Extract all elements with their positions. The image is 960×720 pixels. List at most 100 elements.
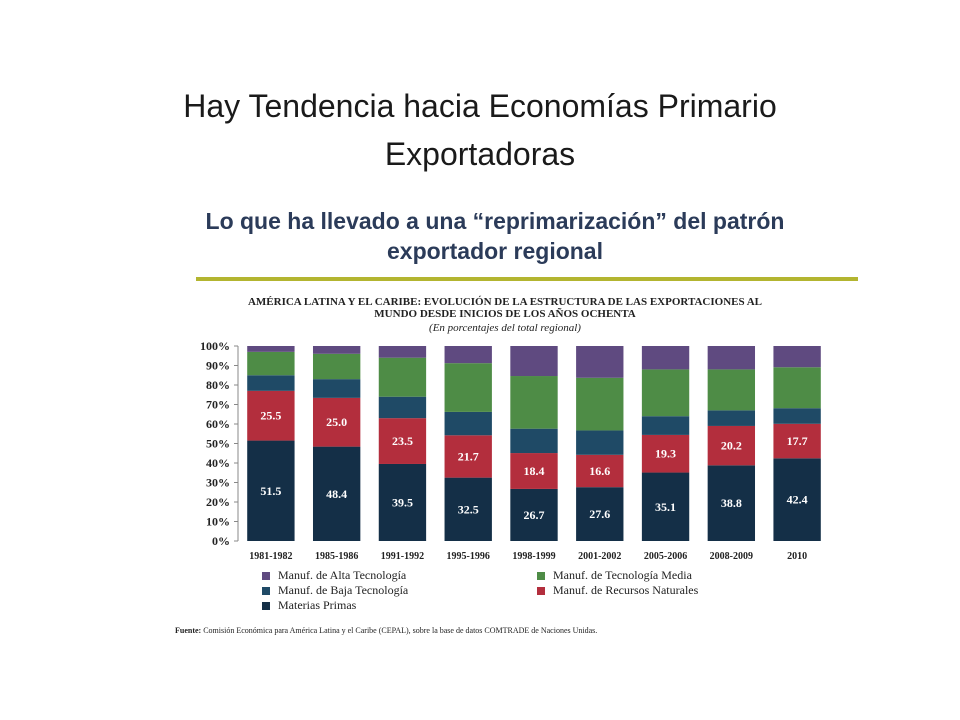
- chart-title: AMÉRICA LATINA Y EL CARIBE: EVOLUCIÓN DE…: [175, 296, 835, 320]
- bar-segment: [444, 477, 492, 541]
- legend-item: Manuf. de Recursos Naturales: [537, 583, 698, 598]
- legend-label: Manuf. de Tecnología Media: [553, 568, 692, 582]
- bar-segment: [576, 487, 624, 541]
- bar-segment: [510, 346, 558, 377]
- slide-title-line1: Hay Tendencia hacia Economías Primario: [183, 88, 777, 124]
- y-tick-label: 0%: [212, 534, 230, 548]
- bar-segment: [247, 390, 295, 441]
- bar-segment: [378, 418, 427, 464]
- data-label: 17.7: [787, 434, 808, 448]
- slide-title-line2: Exportadoras: [384, 136, 576, 172]
- chart-title-line2: MUNDO DESDE INICIOS DE LOS AÑOS OCHENTA: [374, 308, 636, 320]
- data-label: 51.5: [260, 484, 281, 498]
- bar-segment: [707, 425, 756, 466]
- bar-segment: [773, 423, 821, 459]
- y-tick-label: 100%: [200, 339, 230, 353]
- bar-segment: [247, 346, 295, 352]
- bar-segment: [510, 428, 558, 454]
- bar-segment: [444, 411, 492, 436]
- bar-segment: [641, 472, 690, 541]
- y-tick-label: 20%: [206, 495, 230, 509]
- bar-segment: [378, 396, 427, 419]
- legend-item: Materias Primas: [262, 598, 356, 613]
- y-tick-label: 90%: [206, 359, 230, 373]
- data-label: 27.6: [589, 507, 610, 521]
- x-tick-label: 1985-1986: [315, 551, 358, 562]
- data-label: 19.3: [655, 447, 676, 461]
- bar-segment: [641, 369, 690, 417]
- y-tick-label: 10%: [206, 515, 230, 529]
- y-tick-label: 60%: [206, 417, 230, 431]
- data-label: 38.8: [721, 496, 742, 510]
- data-label: 42.4: [787, 493, 808, 507]
- bar-segment: [641, 416, 690, 435]
- bar-segment: [641, 346, 690, 370]
- bar-segment: [641, 434, 690, 473]
- stacked-bar-chart: 0% 10% 20% 30% 40% 50% 60% 70% 80% 90% 100% 51.5 25.…: [200, 339, 821, 562]
- chart-headline-line2: exportador regional: [387, 238, 603, 264]
- bar-segment: [247, 375, 295, 391]
- legend-swatch: [262, 571, 270, 580]
- bar-segment: [773, 346, 821, 368]
- bar-segment: [378, 357, 427, 397]
- bar-segment: [247, 351, 295, 376]
- bar-segment: [312, 379, 361, 398]
- chart-headline: Lo que ha llevado a una “reprimarización…: [130, 206, 860, 266]
- bar-segment: [707, 369, 756, 411]
- bar-segment: [510, 453, 558, 489]
- chart-headline-line1: Lo que ha llevado a una “reprimarización…: [205, 208, 785, 234]
- bar-segment: [773, 408, 821, 424]
- data-label: 32.5: [458, 502, 479, 516]
- data-label: 39.5: [392, 495, 413, 509]
- data-label: 25.0: [326, 415, 347, 429]
- bar-segment: [312, 446, 361, 541]
- bar-segment: [707, 465, 756, 541]
- legend-item: Manuf. de Baja Tecnología: [262, 583, 408, 598]
- bar-segment: [444, 346, 492, 364]
- bar-segment: [576, 377, 624, 431]
- legend-label: Materias Primas: [278, 598, 357, 612]
- x-tick-label: 2010: [787, 551, 807, 562]
- bar-segment: [576, 454, 624, 488]
- bar-segment: [773, 367, 821, 409]
- bar-segment: [707, 410, 756, 426]
- y-tick-label: 40%: [206, 456, 230, 470]
- source-text: Comisión Económica para América Latina y…: [203, 626, 598, 635]
- x-tick-label: 1995-1996: [447, 551, 490, 562]
- slide-title: Hay Tendencia hacia Economías Primario E…: [120, 82, 840, 178]
- data-label: 25.5: [260, 409, 281, 423]
- legend-label: Manuf. de Baja Tecnología: [278, 583, 409, 597]
- x-tick-label: 1991-1992: [381, 551, 424, 562]
- bar-segment: [773, 458, 821, 541]
- data-label: 20.2: [721, 439, 742, 453]
- data-label: 16.6: [589, 464, 610, 478]
- source-note: Fuente: Comisión Económica para América …: [175, 626, 597, 635]
- y-tick-label: 70%: [206, 398, 230, 412]
- chart-subtitle: (En porcentajes del total regional): [429, 322, 581, 334]
- bar-segment: [576, 430, 624, 455]
- data-label: 18.4: [524, 464, 545, 478]
- bar-segment: [510, 376, 558, 429]
- y-tick-label: 80%: [206, 378, 230, 392]
- chart-title-line1: AMÉRICA LATINA Y EL CARIBE: EVOLUCIÓN DE…: [247, 296, 763, 308]
- x-tick-label: 2005-2006: [644, 551, 687, 562]
- data-label: 35.1: [655, 500, 676, 514]
- y-tick-label: 30%: [206, 476, 230, 490]
- bar-segment: [378, 346, 427, 358]
- data-label: 26.7: [524, 508, 545, 522]
- bar-segment: [312, 397, 361, 447]
- legend-swatch: [262, 601, 270, 610]
- x-tick-label: 1998-1999: [512, 551, 555, 562]
- legend-item: Manuf. de Alta Tecnología: [262, 568, 406, 583]
- bar-segment: [378, 463, 427, 541]
- legend-swatch: [537, 571, 545, 580]
- bar-segment: [312, 353, 361, 380]
- x-tick-label: 2008-2009: [710, 551, 753, 562]
- legend-swatch: [537, 586, 545, 595]
- bar-segment: [576, 346, 624, 378]
- data-label: 48.4: [326, 487, 347, 501]
- bar-segment: [247, 440, 295, 541]
- source-label: Fuente:: [175, 626, 202, 635]
- bar-segment: [444, 435, 492, 478]
- legend-label: Manuf. de Recursos Naturales: [553, 583, 699, 597]
